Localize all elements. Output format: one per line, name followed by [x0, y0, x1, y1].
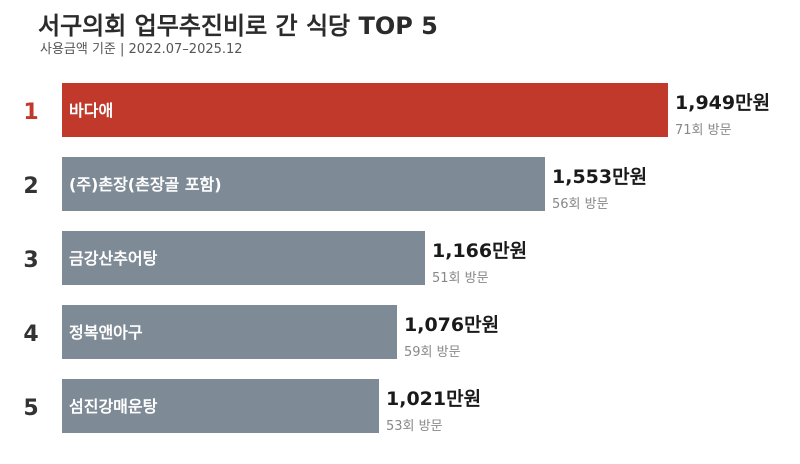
bar: [62, 231, 425, 285]
visit-label: 53회 방문: [386, 419, 443, 434]
value-label: 1,949만원: [675, 92, 770, 114]
category-label: 바다애: [69, 101, 113, 120]
visit-label: 51회 방문: [432, 271, 489, 286]
bar: [62, 83, 668, 137]
visit-label: 59회 방문: [404, 345, 461, 360]
rank-label: 1: [23, 100, 38, 125]
rank-label: 5: [23, 396, 38, 421]
bar: [62, 157, 545, 211]
category-label: 섬진강매운탕: [69, 397, 158, 416]
bar: [62, 379, 379, 433]
rank-label: 3: [23, 248, 38, 273]
value-label: 1,076만원: [404, 314, 499, 336]
category-label: 금강산추어탕: [69, 249, 158, 268]
visit-label: 56회 방문: [552, 197, 609, 212]
rank-label: 2: [23, 174, 38, 199]
chart-title: 서구의회 업무추진비로 간 식당 TOP 5: [38, 12, 438, 40]
category-label: (주)촌장(촌장골 포함): [69, 175, 222, 194]
visit-label: 71회 방문: [675, 123, 732, 138]
category-label: 정복앤아구: [69, 323, 143, 342]
value-label: 1,553만원: [552, 166, 647, 188]
value-label: 1,021만원: [386, 388, 481, 410]
chart-subtitle: 사용금액 기준 | 2022.07–2025.12: [40, 42, 243, 57]
rank-label: 4: [23, 322, 38, 347]
bar: [62, 305, 397, 359]
value-label: 1,166만원: [432, 240, 527, 262]
